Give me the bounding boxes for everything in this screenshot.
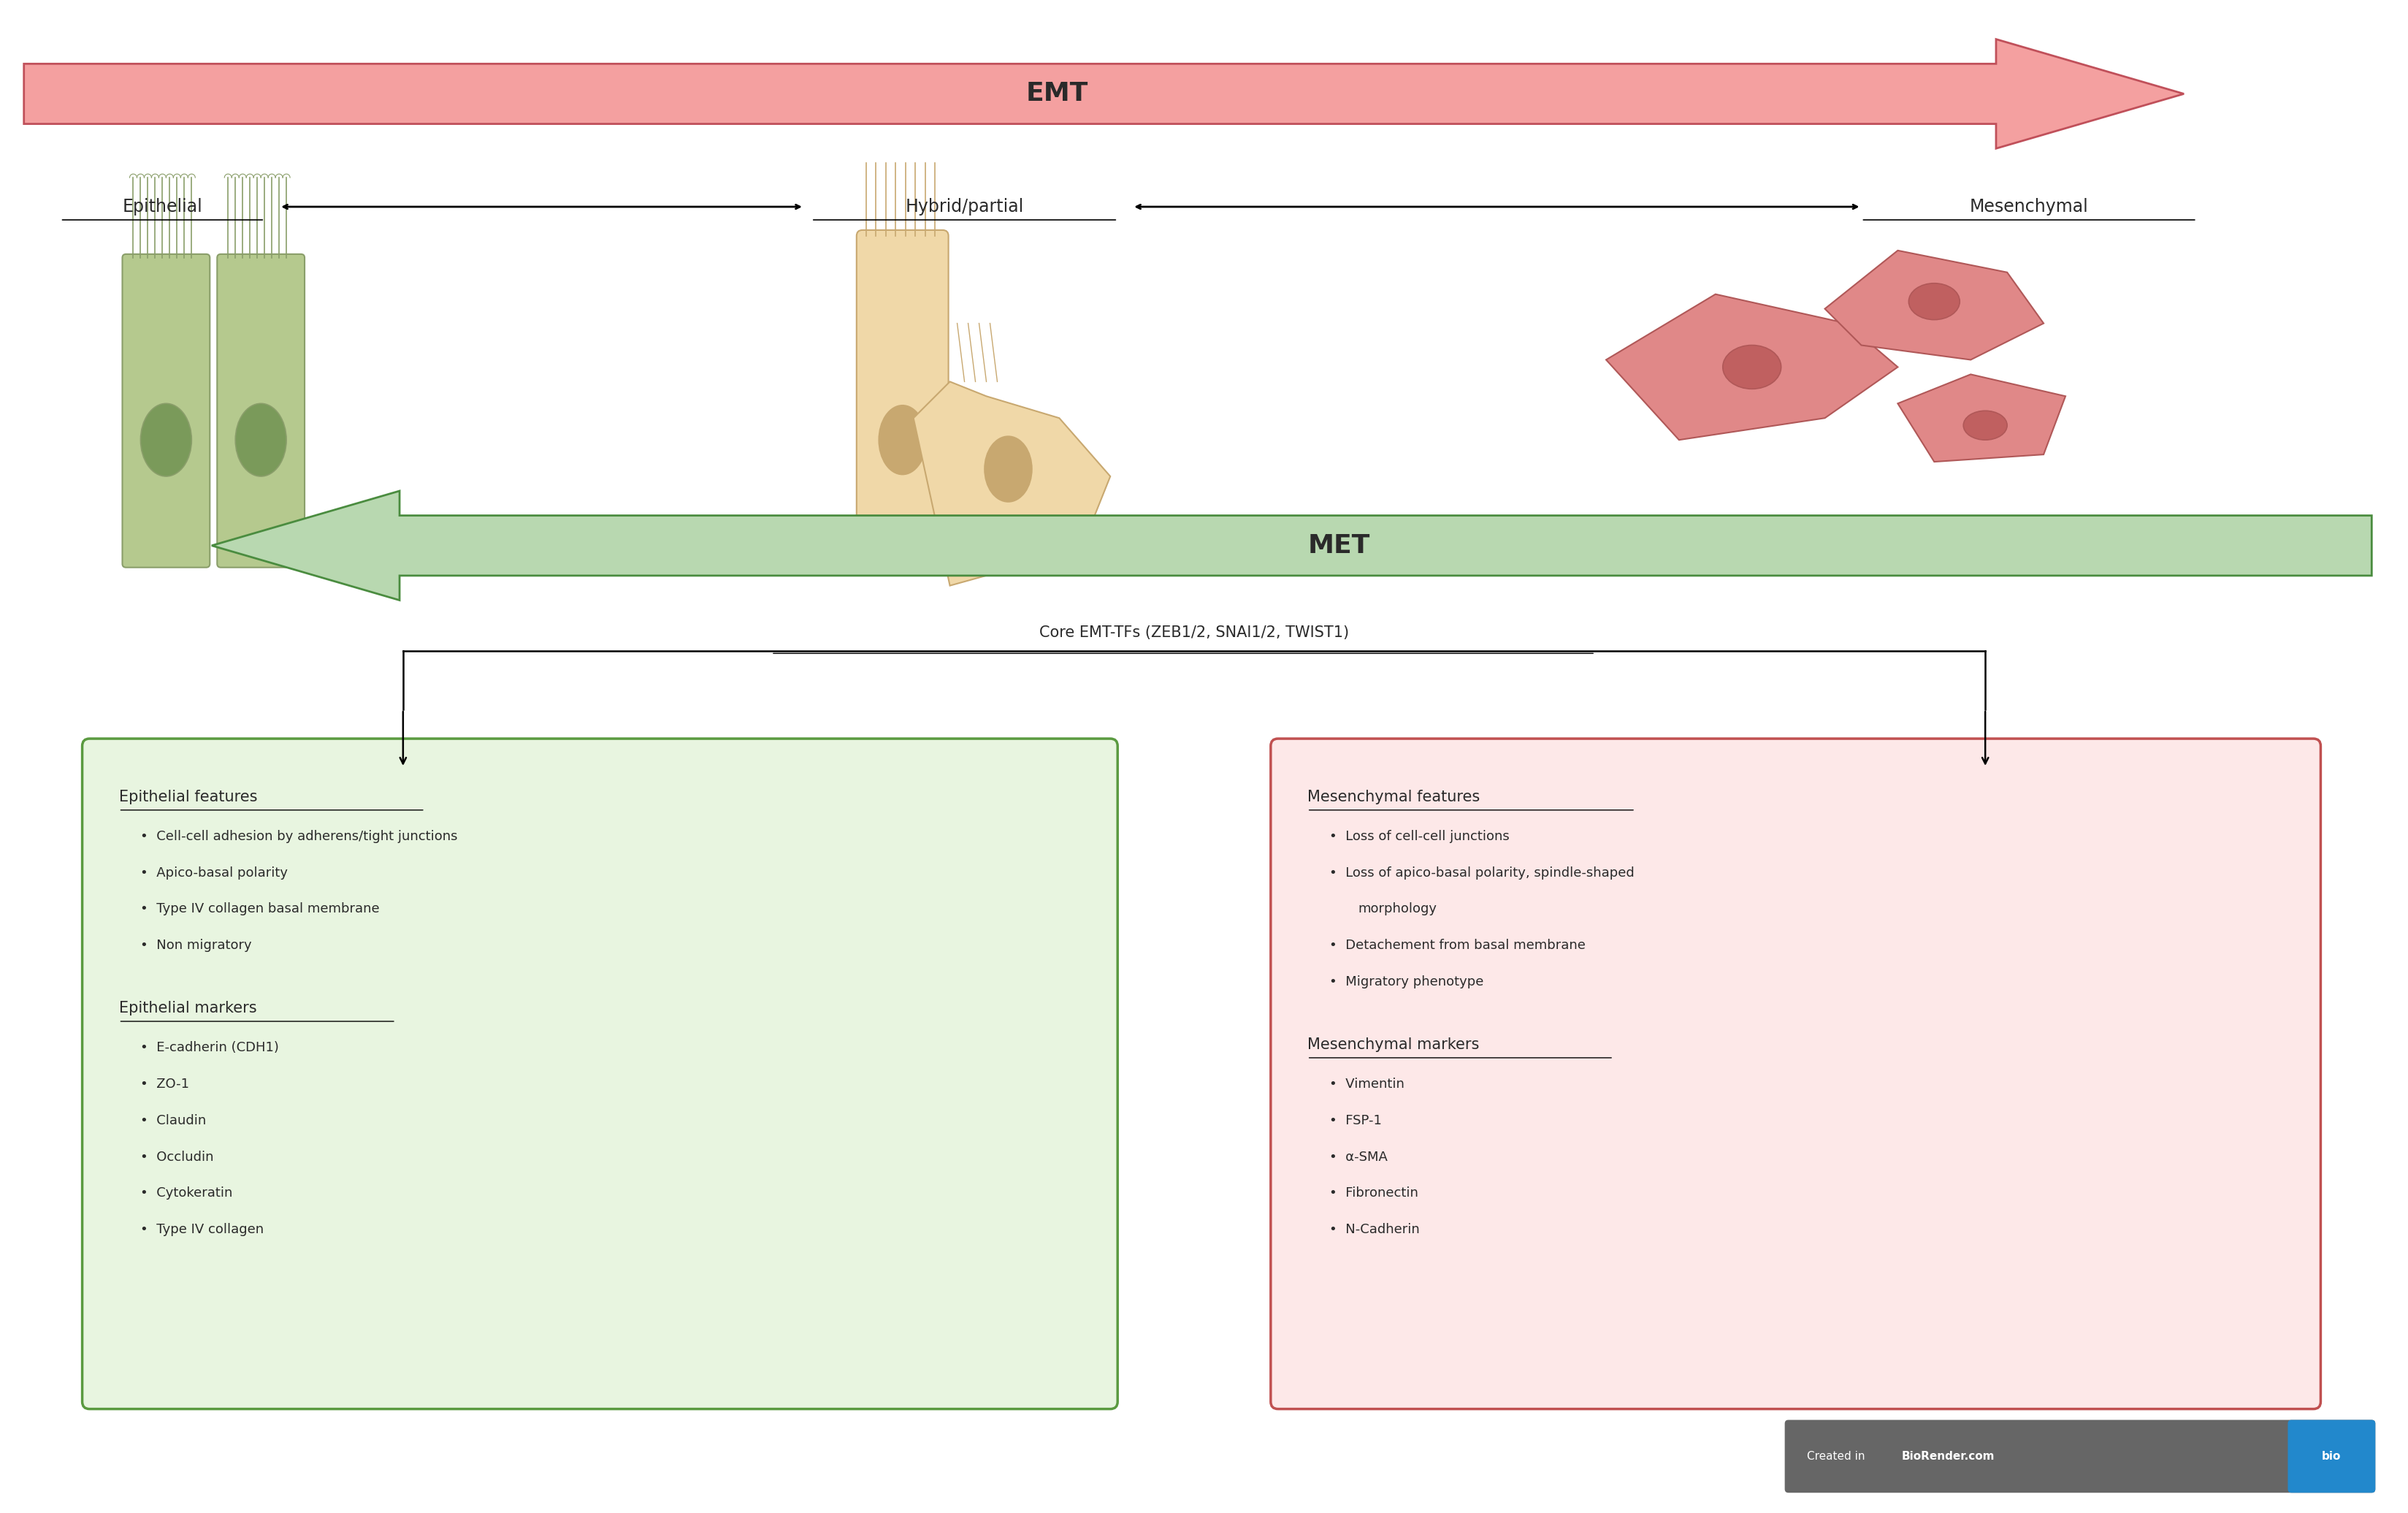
Text: Created in: Created in (1806, 1451, 1869, 1462)
FancyArrow shape (212, 490, 2372, 601)
Text: EMT: EMT (1026, 82, 1088, 106)
Text: •  N-Cadherin: • N-Cadherin (1329, 1223, 1418, 1236)
Text: Hybrid/partial: Hybrid/partial (905, 198, 1023, 215)
Polygon shape (913, 381, 1110, 586)
Text: •  Loss of apico-basal polarity, spindle-shaped: • Loss of apico-basal polarity, spindle-… (1329, 865, 1635, 879)
Text: •  Type IV collagen basal membrane: • Type IV collagen basal membrane (140, 903, 380, 915)
FancyBboxPatch shape (1784, 1419, 2374, 1493)
Text: BioRender.com: BioRender.com (1902, 1451, 1994, 1462)
Text: Epithelial features: Epithelial features (118, 790, 258, 805)
Text: Mesenchymal features: Mesenchymal features (1308, 790, 1481, 805)
Text: •  Cell-cell adhesion by adherens/tight junctions: • Cell-cell adhesion by adherens/tight j… (140, 829, 458, 843)
Ellipse shape (236, 404, 287, 477)
Text: •  E-cadherin (CDH1): • E-cadherin (CDH1) (140, 1041, 279, 1055)
FancyBboxPatch shape (82, 738, 1117, 1409)
Text: morphology: morphology (1358, 903, 1438, 915)
FancyBboxPatch shape (1271, 738, 2321, 1409)
Text: •  Claudin: • Claudin (140, 1114, 207, 1127)
Text: Mesenchymal: Mesenchymal (1970, 198, 2088, 215)
Text: •  Migratory phenotype: • Migratory phenotype (1329, 976, 1483, 988)
Text: •  Cytokeratin: • Cytokeratin (140, 1186, 234, 1200)
Text: •  Loss of cell-cell junctions: • Loss of cell-cell junctions (1329, 829, 1510, 843)
Text: •  Fibronectin: • Fibronectin (1329, 1186, 1418, 1200)
Polygon shape (1606, 294, 1898, 440)
Text: •  Non migratory: • Non migratory (140, 940, 253, 952)
Text: Epithelial: Epithelial (123, 198, 202, 215)
FancyBboxPatch shape (123, 254, 209, 567)
Text: Core EMT-TFs (ZEB1/2, SNAI1/2, TWIST1): Core EMT-TFs (ZEB1/2, SNAI1/2, TWIST1) (1040, 626, 1348, 640)
Text: Mesenchymal markers: Mesenchymal markers (1308, 1038, 1479, 1052)
Text: •  Apico-basal polarity: • Apico-basal polarity (140, 865, 289, 879)
Text: •  Occludin: • Occludin (140, 1150, 214, 1163)
Text: bio: bio (2321, 1451, 2341, 1462)
Polygon shape (1825, 251, 2044, 360)
Text: •  Detachement from basal membrane: • Detachement from basal membrane (1329, 940, 1584, 952)
Text: •  FSP-1: • FSP-1 (1329, 1114, 1382, 1127)
Polygon shape (1898, 374, 2066, 461)
FancyBboxPatch shape (2288, 1419, 2374, 1493)
Text: •  Type IV collagen: • Type IV collagen (140, 1223, 265, 1236)
FancyBboxPatch shape (857, 230, 949, 569)
Ellipse shape (985, 436, 1033, 502)
Text: •  α-SMA: • α-SMA (1329, 1150, 1387, 1163)
FancyBboxPatch shape (217, 254, 306, 567)
Ellipse shape (1910, 283, 1960, 319)
FancyArrow shape (24, 39, 2184, 148)
Text: •  Vimentin: • Vimentin (1329, 1077, 1404, 1091)
Ellipse shape (1963, 410, 2008, 440)
Text: Epithelial markers: Epithelial markers (118, 1002, 258, 1015)
Ellipse shape (879, 405, 927, 475)
Text: MET: MET (1308, 533, 1370, 558)
Ellipse shape (1722, 345, 1782, 389)
Text: •  ZO-1: • ZO-1 (140, 1077, 190, 1091)
Ellipse shape (140, 404, 193, 477)
